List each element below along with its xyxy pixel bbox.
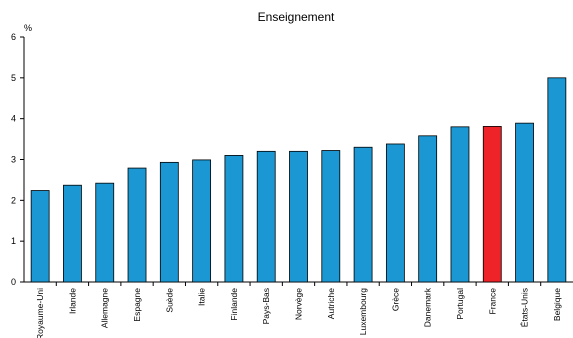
bar <box>95 182 115 283</box>
x-tick-label: Allemagne <box>100 288 110 328</box>
y-tick-label: 2 <box>11 195 16 205</box>
bar <box>321 150 341 283</box>
bar <box>159 161 179 283</box>
x-tick-label: Luxembourg <box>358 288 368 336</box>
y-tick-label: 5 <box>11 73 16 83</box>
x-tick-label: Finlande <box>229 288 239 321</box>
x-tick-label: Autriche <box>326 288 336 319</box>
y-tick-label: 1 <box>11 236 16 246</box>
x-tick-label: Suède <box>164 288 174 313</box>
bars <box>30 77 567 283</box>
bar <box>482 126 502 283</box>
y-tick-label: 6 <box>11 32 16 42</box>
x-tick-labels: Royaume-Uni Irlande Allemagne Espagne Suède I… <box>35 287 562 338</box>
bar <box>385 143 405 283</box>
axes <box>20 36 573 286</box>
x-tick-label: Pays-Bas <box>261 288 271 324</box>
bar <box>289 150 308 283</box>
bar <box>353 146 373 283</box>
bar <box>192 159 212 283</box>
y-tick-label: 0 <box>11 277 16 287</box>
y-tick-labels: 0 1 2 3 4 5 6 <box>11 32 16 287</box>
x-tick-label: Italie <box>197 288 207 306</box>
bar <box>547 77 567 283</box>
x-tick-label: France <box>487 288 497 315</box>
bar <box>515 122 534 283</box>
bar <box>127 167 147 283</box>
x-tick-label: États-Unis <box>520 288 530 327</box>
x-tick-label: Danemark <box>423 287 433 327</box>
bar <box>450 126 470 283</box>
x-tick-label: Norvège <box>294 288 304 320</box>
x-tick-label: Portugal <box>455 288 465 320</box>
bar <box>418 135 438 283</box>
bar <box>224 155 244 283</box>
x-tick-label: Grèce <box>390 288 400 311</box>
x-tick-label: Belgique <box>552 288 562 321</box>
bar <box>256 150 276 283</box>
bar <box>63 184 82 283</box>
y-tick-label: 4 <box>11 114 16 124</box>
y-tick-label: 3 <box>11 155 16 165</box>
y-axis-unit: % <box>24 23 32 33</box>
x-tick-label: Espagne <box>132 288 142 322</box>
x-tick-label: Royaume-Uni <box>35 288 45 338</box>
x-tick-label: Irlande <box>67 288 77 314</box>
bar <box>30 190 50 283</box>
chart-title: Enseignement <box>258 10 335 24</box>
